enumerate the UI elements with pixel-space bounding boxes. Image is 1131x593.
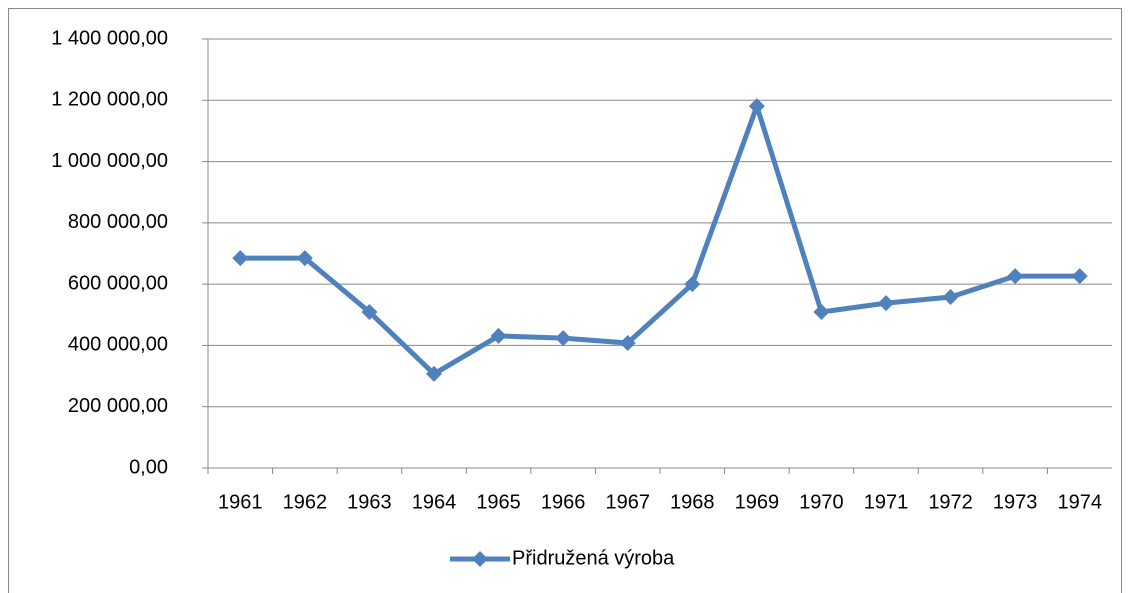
legend-label: Přidružená výroba [512, 547, 675, 569]
x-tick-label: 1965 [476, 491, 521, 513]
point [748, 98, 765, 115]
x-tick-label: 1974 [1057, 491, 1102, 513]
y-tick-label: 200 000,00 [68, 395, 168, 417]
x-tick-label: 1970 [799, 491, 844, 513]
x-tick-label: 1964 [412, 491, 457, 513]
point [555, 330, 572, 347]
point [684, 276, 701, 293]
point [1071, 268, 1088, 285]
x-tick-label: 1973 [993, 491, 1038, 513]
x-tick-label: 1966 [541, 491, 586, 513]
point [813, 304, 830, 321]
chart-border [8, 8, 1122, 593]
x-tick-label: 1972 [928, 491, 973, 513]
point [296, 250, 313, 267]
point [619, 334, 636, 351]
legend-marker [472, 551, 488, 567]
point [232, 250, 249, 267]
x-tick-label: 1967 [605, 491, 650, 513]
y-tick-label: 600 000,00 [68, 272, 168, 294]
y-tick-label: 800 000,00 [68, 211, 168, 233]
y-tick-label: 1 200 000,00 [51, 89, 168, 111]
point [361, 304, 378, 321]
point [878, 295, 894, 312]
y-tick-label: 400 000,00 [68, 334, 168, 356]
y-tick-label: 1 400 000,00 [51, 27, 168, 49]
y-tick-label: 1 000 000,00 [51, 150, 168, 172]
x-tick-label: 1962 [283, 491, 328, 513]
point [1007, 268, 1024, 285]
point [490, 327, 507, 344]
x-tick-label: 1963 [347, 491, 392, 513]
x-tick-label: 1968 [670, 491, 715, 513]
x-tick-label: 1961 [218, 491, 263, 513]
y-tick-label: 0,00 [129, 456, 168, 478]
point [426, 365, 442, 382]
x-tick-label: 1971 [864, 491, 909, 513]
series-line [240, 103, 1080, 377]
point [942, 289, 959, 306]
x-tick-label: 1969 [735, 491, 780, 513]
